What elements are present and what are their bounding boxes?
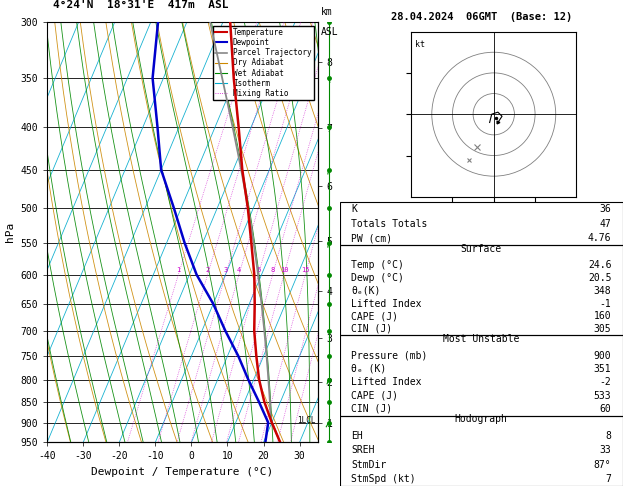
Text: Most Unstable: Most Unstable — [443, 334, 520, 344]
Text: 4°24'N  18°31'E  417m  ASL: 4°24'N 18°31'E 417m ASL — [53, 0, 229, 10]
X-axis label: Dewpoint / Temperature (°C): Dewpoint / Temperature (°C) — [91, 467, 274, 477]
Text: StmDir: StmDir — [351, 460, 386, 469]
Text: CAPE (J): CAPE (J) — [351, 391, 398, 400]
Text: 47: 47 — [599, 219, 611, 228]
Text: K: K — [351, 204, 357, 214]
Text: 36: 36 — [599, 204, 611, 214]
Text: 24.6: 24.6 — [588, 260, 611, 270]
Text: 1LCL: 1LCL — [298, 416, 316, 425]
Legend: Temperature, Dewpoint, Parcel Trajectory, Dry Adiabat, Wet Adiabat, Isotherm, Mi: Temperature, Dewpoint, Parcel Trajectory… — [213, 26, 314, 100]
Bar — [340, 245, 623, 335]
Text: 4.76: 4.76 — [588, 233, 611, 243]
Text: 2: 2 — [206, 266, 209, 273]
Text: -2: -2 — [599, 377, 611, 387]
Text: 10: 10 — [280, 266, 288, 273]
Text: 305: 305 — [594, 324, 611, 334]
Text: EH: EH — [351, 431, 363, 441]
Bar — [340, 202, 623, 245]
Text: 900: 900 — [594, 350, 611, 361]
Text: -1: -1 — [599, 298, 611, 309]
Text: 8: 8 — [270, 266, 275, 273]
Text: 348: 348 — [594, 286, 611, 296]
Text: 160: 160 — [594, 311, 611, 321]
Text: Pressure (mb): Pressure (mb) — [351, 350, 427, 361]
Text: ASL: ASL — [321, 27, 338, 37]
Text: 4: 4 — [237, 266, 241, 273]
Text: 20.5: 20.5 — [588, 273, 611, 283]
Text: CAPE (J): CAPE (J) — [351, 311, 398, 321]
Text: Lifted Index: Lifted Index — [351, 377, 421, 387]
Text: SREH: SREH — [351, 446, 374, 455]
Text: 7: 7 — [606, 474, 611, 484]
Text: CIN (J): CIN (J) — [351, 404, 392, 414]
Text: θₑ (K): θₑ (K) — [351, 364, 386, 374]
Text: 60: 60 — [599, 404, 611, 414]
Text: Lifted Index: Lifted Index — [351, 298, 421, 309]
Bar — [340, 416, 623, 486]
Y-axis label: hPa: hPa — [5, 222, 15, 242]
Text: 33: 33 — [599, 446, 611, 455]
Text: StmSpd (kt): StmSpd (kt) — [351, 474, 416, 484]
Text: PW (cm): PW (cm) — [351, 233, 392, 243]
Text: 6: 6 — [256, 266, 260, 273]
Text: km: km — [321, 7, 333, 17]
Text: Surface: Surface — [460, 244, 502, 254]
Text: 87°: 87° — [594, 460, 611, 469]
Text: 28.04.2024  06GMT  (Base: 12): 28.04.2024 06GMT (Base: 12) — [391, 12, 572, 22]
Text: 8: 8 — [606, 431, 611, 441]
Text: 351: 351 — [594, 364, 611, 374]
Text: 1: 1 — [176, 266, 181, 273]
Text: 533: 533 — [594, 391, 611, 400]
Text: Hodograph: Hodograph — [455, 414, 508, 424]
Text: CIN (J): CIN (J) — [351, 324, 392, 334]
Bar — [340, 335, 623, 416]
Text: θₑ(K): θₑ(K) — [351, 286, 381, 296]
Text: 3: 3 — [223, 266, 228, 273]
Text: Dewp (°C): Dewp (°C) — [351, 273, 404, 283]
Text: kt: kt — [415, 40, 425, 49]
Text: Temp (°C): Temp (°C) — [351, 260, 404, 270]
Text: Totals Totals: Totals Totals — [351, 219, 427, 228]
Text: 15: 15 — [301, 266, 309, 273]
